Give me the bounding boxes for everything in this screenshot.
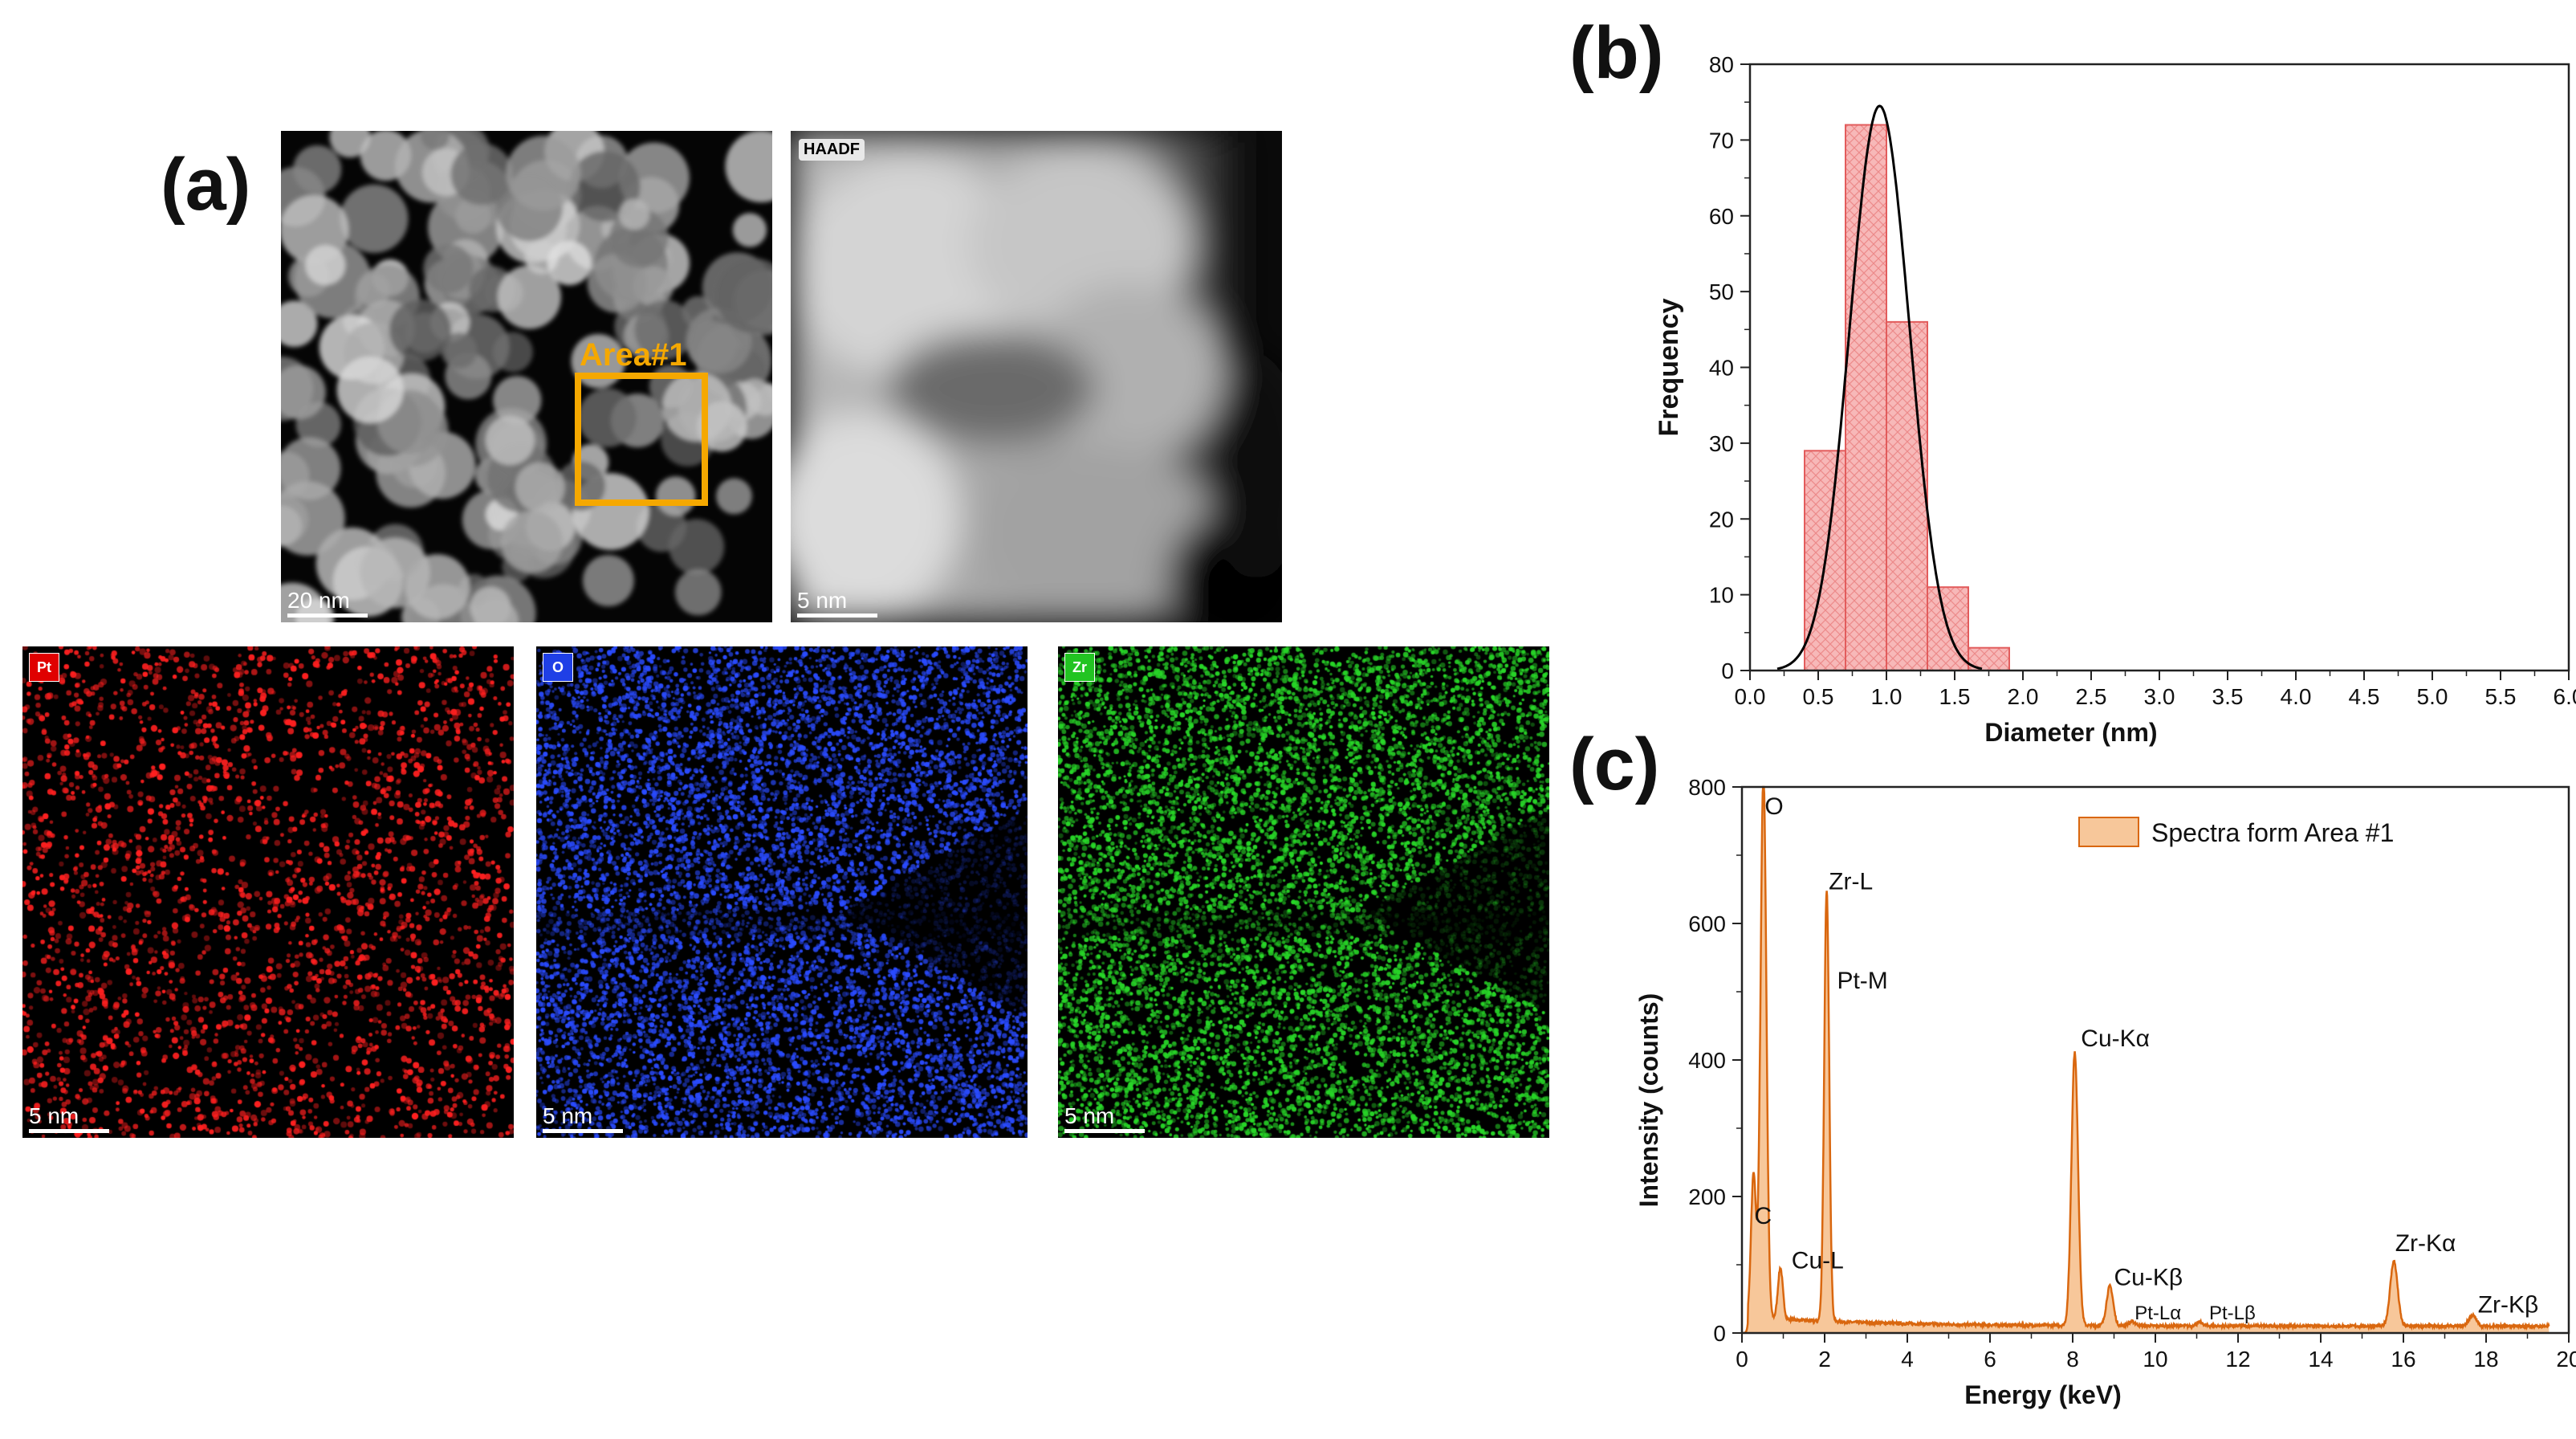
- pt-map-canvas: [22, 646, 514, 1138]
- y-tick-label: 10: [1709, 583, 1734, 608]
- y-tick-label: 200: [1688, 1184, 1726, 1209]
- overview-scalebar-text: 20 nm: [287, 588, 350, 613]
- area-roi-box: [575, 373, 708, 506]
- peak-annotation: Pt-Lα: [2134, 1302, 2181, 1324]
- peak-annotation: Zr-Kα: [2395, 1230, 2456, 1257]
- y-tick-label: 600: [1688, 911, 1726, 936]
- y-tick-label: 80: [1709, 52, 1734, 77]
- peak-annotation: Cu-L: [1792, 1247, 1844, 1274]
- x-tick-label: 4.5: [2349, 684, 2380, 709]
- spectrum-fill: [1743, 787, 2550, 1333]
- x-tick-label: 6.0: [2554, 684, 2576, 709]
- haadf-scalebar-text: 5 nm: [797, 588, 848, 613]
- spectrum-y-axis-label: Intensity (counts): [1634, 993, 1663, 1208]
- x-tick-label: 4: [1901, 1347, 1914, 1372]
- zr-map-canvas: [1058, 646, 1549, 1138]
- x-tick-label: 18: [2473, 1347, 2498, 1372]
- y-tick-label: 400: [1688, 1048, 1726, 1073]
- legend-text: Spectra form Area #1: [2151, 818, 2394, 847]
- pt-map-scalebar: 5 nm: [29, 1105, 109, 1133]
- haadf-scalebar: 5 nm: [797, 589, 877, 618]
- legend-swatch: [2078, 817, 2139, 847]
- pt-map-badge: Pt: [29, 653, 59, 682]
- x-tick-label: 5.0: [2417, 684, 2448, 709]
- x-tick-label: 10: [2143, 1347, 2167, 1372]
- zr-map-scalebar-text: 5 nm: [1064, 1103, 1115, 1128]
- histogram-y-axis-label: Frequency: [1654, 298, 1684, 436]
- o-map-badge: O: [543, 653, 573, 682]
- y-tick-label: 800: [1688, 775, 1726, 800]
- haadf-image: [791, 131, 1282, 622]
- x-tick-label: 1.0: [1871, 684, 1902, 709]
- diameter-histogram-chart: 0.0 0.5 1.0 1.5 2.0 2.5 3.0 3.5 4.0 4.5 5.0 5.5 6. 0 …: [1614, 32, 2576, 763]
- peak-annotation: O: [1764, 793, 1783, 820]
- gaussian-fit-curve: [1776, 104, 1983, 671]
- y-tick-label: 0: [1721, 658, 1734, 683]
- zr-map-badge: Zr: [1064, 653, 1095, 682]
- x-tick-label: 6: [1984, 1347, 1996, 1372]
- area-roi-label: Area#1: [580, 337, 686, 373]
- peak-annotation: C: [1754, 1203, 1772, 1229]
- pt-map: Pt 5 nm: [22, 646, 514, 1138]
- x-tick-label: 3.5: [2212, 684, 2244, 709]
- zr-map-scalebar: 5 nm: [1064, 1105, 1145, 1133]
- x-tick-label: 20: [2556, 1347, 2576, 1372]
- panel-label-a: (a): [161, 144, 251, 226]
- y-tick-label: 50: [1709, 279, 1734, 304]
- peak-annotation: Pt-M: [1837, 968, 1887, 994]
- o-map-scalebar-text: 5 nm: [543, 1103, 593, 1128]
- o-map: O 5 nm: [536, 646, 1028, 1138]
- y-tick-label: 70: [1709, 128, 1734, 153]
- x-tick-label: 12: [2225, 1347, 2250, 1372]
- panel-label-c: (c): [1569, 724, 1660, 805]
- eds-spectrum-svg: 0 2 4 6 8 10 12 14 16 18 20 0 200 400 600 800 O Zr-L Pt-…: [1634, 775, 2576, 1409]
- x-tick-label: 8: [2066, 1347, 2079, 1372]
- x-tick-label: 3.0: [2144, 684, 2175, 709]
- x-tick-label: 1.5: [1939, 684, 1971, 709]
- x-tick-label: 16: [2391, 1347, 2415, 1372]
- zr-map: Zr 5 nm: [1058, 646, 1549, 1138]
- overview-scalebar: 20 nm: [287, 589, 368, 618]
- haadf-micrograph: HAADF 5 nm: [791, 131, 1282, 622]
- y-tick-label: 30: [1709, 431, 1734, 456]
- histogram-bar: [1886, 320, 1928, 671]
- y-tick-label: 40: [1709, 356, 1734, 381]
- histogram-svg: 0.0 0.5 1.0 1.5 2.0 2.5 3.0 3.5 4.0 4.5 5.0 5.5 6. 0 …: [1654, 52, 2576, 747]
- pt-map-scalebar-text: 5 nm: [29, 1103, 79, 1128]
- haadf-badge: HAADF: [799, 139, 865, 161]
- x-tick-label: 2.0: [2008, 684, 2039, 709]
- y-tick-label: 60: [1709, 204, 1734, 229]
- o-map-canvas: [536, 646, 1028, 1138]
- x-tick-label: 5.5: [2485, 684, 2517, 709]
- x-tick-label: 0: [1736, 1347, 1748, 1372]
- spectrum-x-axis-label: Energy (keV): [1964, 1380, 2122, 1409]
- x-tick-label: 2: [1818, 1347, 1831, 1372]
- o-map-scalebar: 5 nm: [543, 1105, 623, 1133]
- overview-micrograph: Area#1 20 nm: [281, 131, 772, 622]
- peak-annotation: Cu-Kβ: [2114, 1265, 2183, 1291]
- x-tick-label: 4.0: [2281, 684, 2312, 709]
- x-tick-label: 0.0: [1735, 684, 1766, 709]
- eds-spectrum-chart: 0 2 4 6 8 10 12 14 16 18 20 0 200 400 600 800 O Zr-L Pt-…: [1614, 763, 2576, 1435]
- overview-image: Area#1: [281, 131, 772, 622]
- y-tick-label: 0: [1713, 1321, 1726, 1346]
- x-tick-label: 14: [2308, 1347, 2333, 1372]
- y-tick-label: 20: [1709, 507, 1734, 532]
- x-tick-label: 0.5: [1803, 684, 1834, 709]
- peak-annotation: Zr-L: [1829, 869, 1873, 895]
- panel-label-b: (b): [1569, 12, 1664, 94]
- histogram-bar: [1845, 124, 1887, 671]
- spectrum-line: [1743, 785, 2550, 1335]
- peak-annotation: Pt-Lβ: [2209, 1302, 2256, 1324]
- x-tick-label: 2.5: [2076, 684, 2107, 709]
- histogram-x-axis-label: Diameter (nm): [1984, 718, 2157, 747]
- peak-annotation: Cu-Kα: [2081, 1025, 2150, 1052]
- peak-annotation: Zr-Kβ: [2478, 1292, 2539, 1319]
